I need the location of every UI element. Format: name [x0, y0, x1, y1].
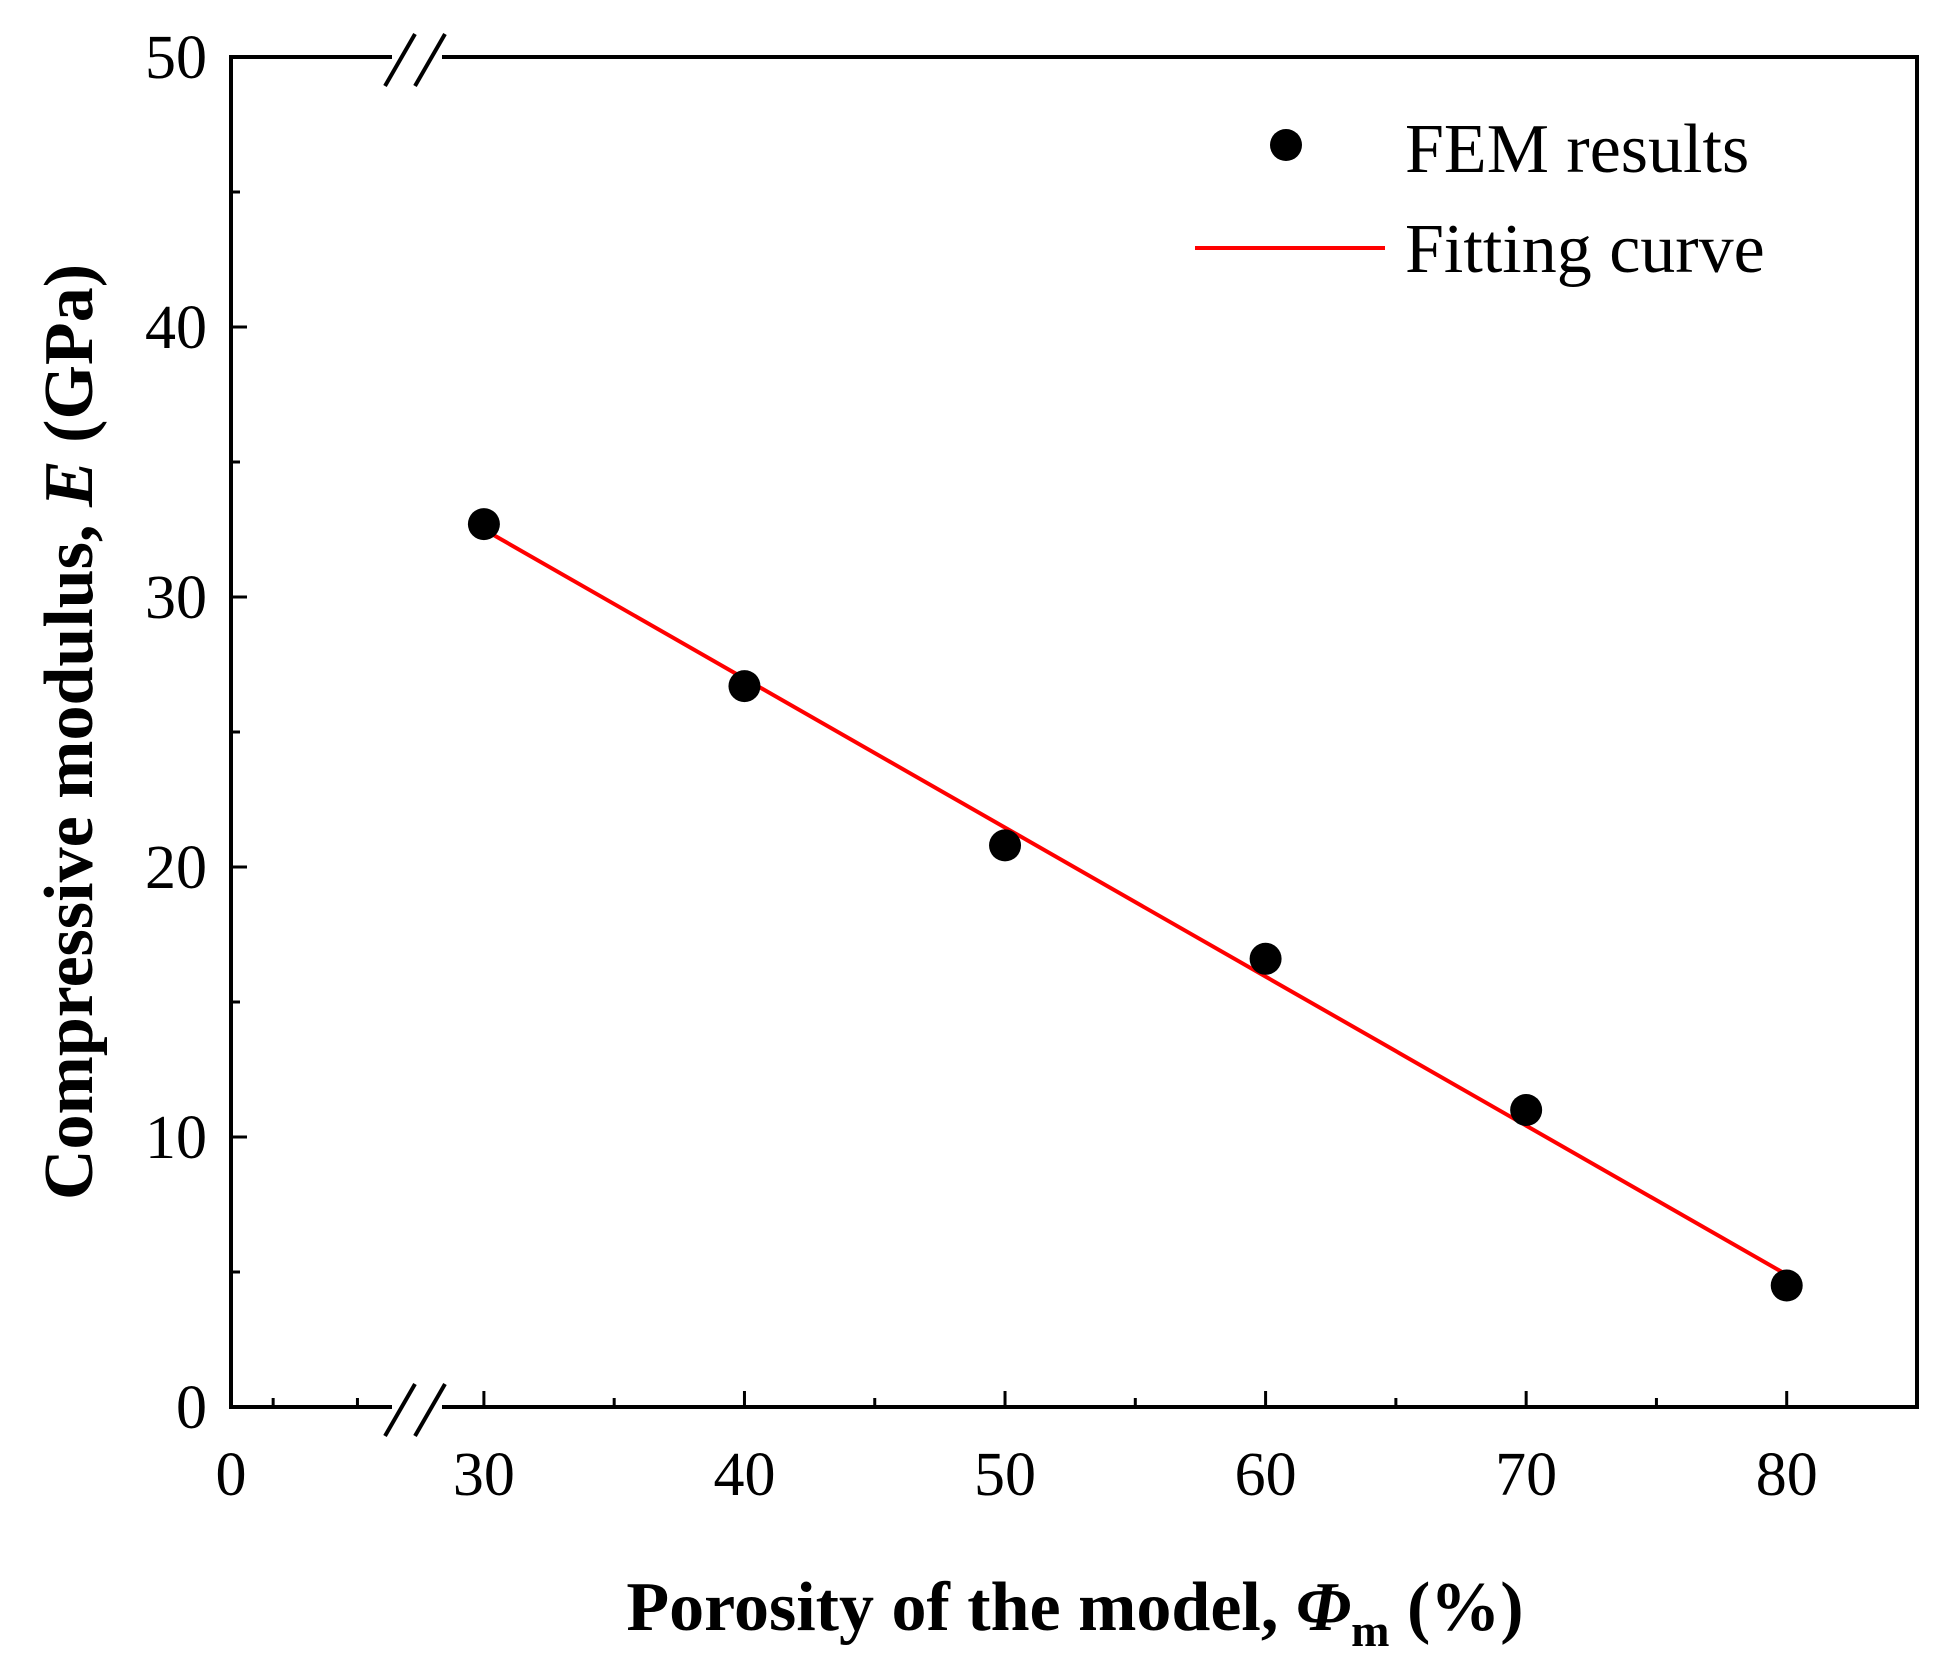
y-tick-label: 30: [145, 564, 207, 632]
fitting-curve-line: [482, 527, 1788, 1277]
y-tick-label: 0: [176, 1374, 207, 1442]
fem-result-point: [728, 670, 761, 703]
x-axis-break-bottom: [383, 1383, 447, 1437]
x-tick-label: 40: [713, 1441, 775, 1509]
x-tick-label: 50: [974, 1441, 1036, 1509]
y-axis-title: Compressive modulus, E (GPa): [31, 264, 108, 1200]
axis-tick-labels: 0 30 40 50 60 70 80 0 10 20 30 40 50: [145, 24, 1818, 1509]
fem-result-point: [989, 829, 1022, 862]
fem-result-point: [1249, 942, 1282, 975]
y-tick-label: 50: [145, 24, 207, 92]
y-tick-label: 20: [145, 834, 207, 902]
x-tick-label: 30: [453, 1441, 515, 1509]
x-tick-label: 60: [1235, 1441, 1297, 1509]
x-tick-label: 70: [1495, 1441, 1557, 1509]
data-marks: [467, 508, 1803, 1302]
fem-result-point: [1510, 1094, 1543, 1126]
fem-result-point: [1770, 1269, 1803, 1302]
x-axis-title: Porosity of the model, Φm (%): [626, 1569, 1523, 1655]
x-tick-label: 80: [1756, 1441, 1818, 1509]
legend: FEM results Fitting curve: [1195, 111, 1765, 288]
y-tick-label: 40: [145, 294, 207, 362]
legend-label-fem-results: FEM results: [1405, 111, 1749, 188]
y-tick-label: 10: [145, 1104, 207, 1172]
legend-label-fitting-curve: Fitting curve: [1405, 211, 1765, 288]
x-tick-label: 0: [216, 1441, 247, 1509]
x-axis-break-top: [383, 33, 447, 87]
axis-ticks: [229, 55, 1789, 1409]
legend-marker-fem-results: [1270, 129, 1302, 161]
fem-result-point: [467, 508, 500, 541]
